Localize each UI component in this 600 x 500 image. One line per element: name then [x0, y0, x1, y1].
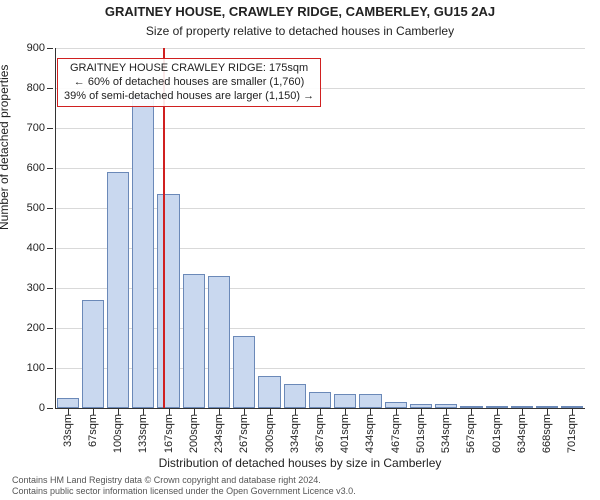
x-tick-label: 634sqm	[516, 414, 528, 453]
x-tick-label: 334sqm	[289, 414, 301, 453]
attribution-line: Contains public sector information licen…	[12, 486, 356, 497]
annotation-box: GRAITNEY HOUSE CRAWLEY RIDGE: 175sqm← 60…	[57, 58, 321, 107]
y-tick-label: 600	[27, 162, 45, 174]
histogram-bar	[132, 96, 154, 408]
y-tick	[47, 48, 53, 49]
annotation-line: ← 60% of detached houses are smaller (1,…	[64, 76, 314, 90]
chart-title: GRAITNEY HOUSE, CRAWLEY RIDGE, CAMBERLEY…	[0, 4, 600, 19]
x-tick-label: 167sqm	[163, 414, 175, 453]
y-tick	[47, 248, 53, 249]
y-tick-label: 200	[27, 322, 45, 334]
x-tick-label: 133sqm	[137, 414, 149, 453]
attribution-text: Contains HM Land Registry data © Crown c…	[12, 475, 356, 497]
histogram-bar	[334, 394, 356, 408]
y-tick	[47, 368, 53, 369]
histogram-bar	[359, 394, 381, 408]
chart-subtitle: Size of property relative to detached ho…	[0, 24, 600, 38]
x-tick-label: 267sqm	[238, 414, 250, 453]
y-tick-label: 900	[27, 42, 45, 54]
x-tick-label: 100sqm	[112, 414, 124, 453]
x-tick-label: 234sqm	[213, 414, 225, 453]
x-tick-label: 501sqm	[415, 414, 427, 453]
y-tick-label: 100	[27, 362, 45, 374]
y-tick	[47, 128, 53, 129]
y-axis-line	[55, 48, 56, 408]
y-tick	[47, 328, 53, 329]
x-tick-label: 601sqm	[491, 414, 503, 453]
histogram-bar	[157, 194, 179, 408]
chart-container: GRAITNEY HOUSE, CRAWLEY RIDGE, CAMBERLEY…	[0, 0, 600, 500]
x-tick-label: 367sqm	[314, 414, 326, 453]
histogram-bar	[258, 376, 280, 408]
x-tick-label: 67sqm	[87, 414, 99, 447]
histogram-bar	[309, 392, 331, 408]
x-axis-label: Distribution of detached houses by size …	[0, 456, 600, 470]
y-tick	[47, 408, 53, 409]
annotation-line: 39% of semi-detached houses are larger (…	[64, 90, 314, 104]
y-tick	[47, 88, 53, 89]
x-tick-label: 567sqm	[465, 414, 477, 453]
y-tick-label: 500	[27, 202, 45, 214]
x-tick-label: 200sqm	[188, 414, 200, 453]
y-tick	[47, 288, 53, 289]
histogram-bar	[208, 276, 230, 408]
histogram-bar	[284, 384, 306, 408]
y-axis-label: Number of detached properties	[0, 65, 11, 230]
attribution-line: Contains HM Land Registry data © Crown c…	[12, 475, 356, 486]
histogram-bar	[107, 172, 129, 408]
histogram-bar	[183, 274, 205, 408]
x-tick-label: 434sqm	[364, 414, 376, 453]
x-tick-label: 467sqm	[390, 414, 402, 453]
histogram-bar	[57, 398, 79, 408]
y-tick-label: 0	[39, 402, 45, 414]
x-axis-line	[55, 408, 585, 409]
y-tick	[47, 168, 53, 169]
x-tick-label: 300sqm	[264, 414, 276, 453]
y-tick-label: 800	[27, 82, 45, 94]
gridline	[55, 48, 585, 49]
x-tick-label: 33sqm	[62, 414, 74, 447]
histogram-bar	[233, 336, 255, 408]
x-tick-label: 668sqm	[541, 414, 553, 453]
y-tick	[47, 208, 53, 209]
x-tick-label: 401sqm	[339, 414, 351, 453]
annotation-line: GRAITNEY HOUSE CRAWLEY RIDGE: 175sqm	[64, 62, 314, 76]
x-tick-label: 701sqm	[566, 414, 578, 453]
y-tick-label: 700	[27, 122, 45, 134]
plot-area: 010020030040050060070080090033sqm67sqm10…	[55, 48, 585, 408]
y-tick-label: 400	[27, 242, 45, 254]
x-tick-label: 534sqm	[440, 414, 452, 453]
y-tick-label: 300	[27, 282, 45, 294]
histogram-bar	[82, 300, 104, 408]
